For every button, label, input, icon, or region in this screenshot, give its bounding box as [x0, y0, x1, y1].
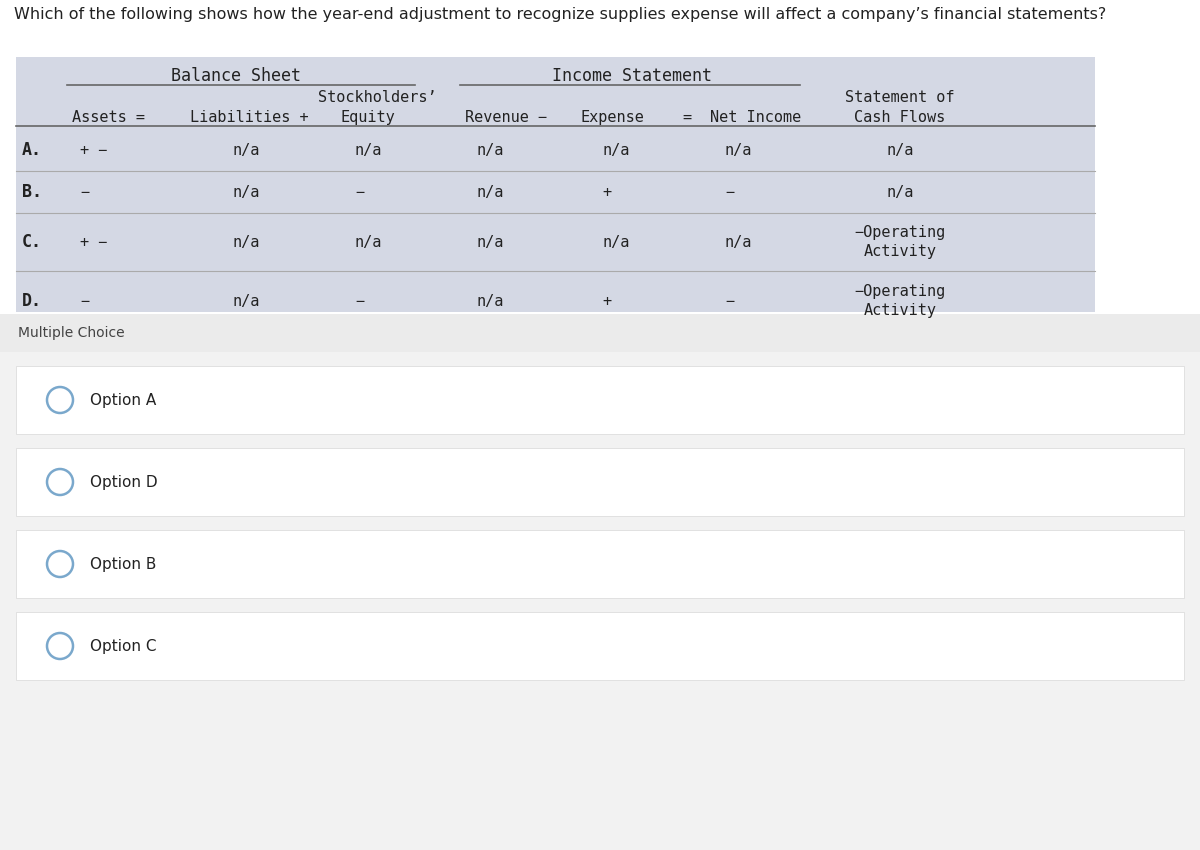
FancyBboxPatch shape [0, 314, 1200, 850]
Text: Statement of: Statement of [845, 90, 955, 105]
Text: =: = [682, 110, 691, 125]
Text: Multiple Choice: Multiple Choice [18, 326, 125, 340]
Text: +: + [602, 184, 611, 200]
Text: Which of the following shows how the year-end adjustment to recognize supplies e: Which of the following shows how the yea… [14, 7, 1106, 22]
Text: Option D: Option D [90, 474, 157, 490]
Text: Balance Sheet: Balance Sheet [172, 67, 301, 85]
Text: +: + [602, 293, 611, 309]
Text: n/a: n/a [602, 143, 629, 157]
Text: n/a: n/a [478, 184, 504, 200]
Text: + −: + − [80, 235, 107, 250]
Text: Income Statement: Income Statement [552, 67, 713, 85]
FancyBboxPatch shape [0, 314, 1200, 352]
Text: Assets =: Assets = [72, 110, 145, 125]
Text: n/a: n/a [478, 293, 504, 309]
Text: n/a: n/a [887, 184, 913, 200]
Text: n/a: n/a [478, 143, 504, 157]
Text: Equity: Equity [340, 110, 395, 125]
Text: n/a: n/a [355, 143, 383, 157]
FancyBboxPatch shape [16, 366, 1184, 434]
Text: Option C: Option C [90, 638, 156, 654]
Text: n/a: n/a [232, 143, 259, 157]
Text: C.: C. [22, 233, 42, 251]
Text: −Operating
Activity: −Operating Activity [854, 284, 946, 319]
Text: Liabilities +: Liabilities + [190, 110, 308, 125]
Text: Cash Flows: Cash Flows [854, 110, 946, 125]
Text: A.: A. [22, 141, 42, 159]
Text: Revenue −: Revenue − [466, 110, 547, 125]
Text: −: − [80, 293, 89, 309]
Text: B.: B. [22, 183, 42, 201]
Text: n/a: n/a [725, 235, 752, 250]
Text: Option B: Option B [90, 557, 156, 571]
Text: Option A: Option A [90, 393, 156, 407]
Text: −: − [355, 293, 364, 309]
Text: Stockholders’: Stockholders’ [318, 90, 437, 105]
FancyBboxPatch shape [16, 448, 1184, 516]
Text: −Operating
Activity: −Operating Activity [854, 224, 946, 259]
Text: n/a: n/a [232, 293, 259, 309]
Text: n/a: n/a [478, 235, 504, 250]
Text: n/a: n/a [725, 143, 752, 157]
Text: + −: + − [80, 143, 107, 157]
Text: −: − [355, 184, 364, 200]
FancyBboxPatch shape [16, 612, 1184, 680]
Text: −: − [725, 293, 734, 309]
Text: D.: D. [22, 292, 42, 310]
FancyBboxPatch shape [16, 530, 1184, 598]
FancyBboxPatch shape [16, 57, 1096, 312]
Text: n/a: n/a [355, 235, 383, 250]
Text: −: − [725, 184, 734, 200]
Text: n/a: n/a [232, 235, 259, 250]
Text: n/a: n/a [602, 235, 629, 250]
Text: Net Income: Net Income [710, 110, 802, 125]
Text: −: − [80, 184, 89, 200]
Text: Expense: Expense [580, 110, 644, 125]
Text: n/a: n/a [887, 143, 913, 157]
Text: n/a: n/a [232, 184, 259, 200]
